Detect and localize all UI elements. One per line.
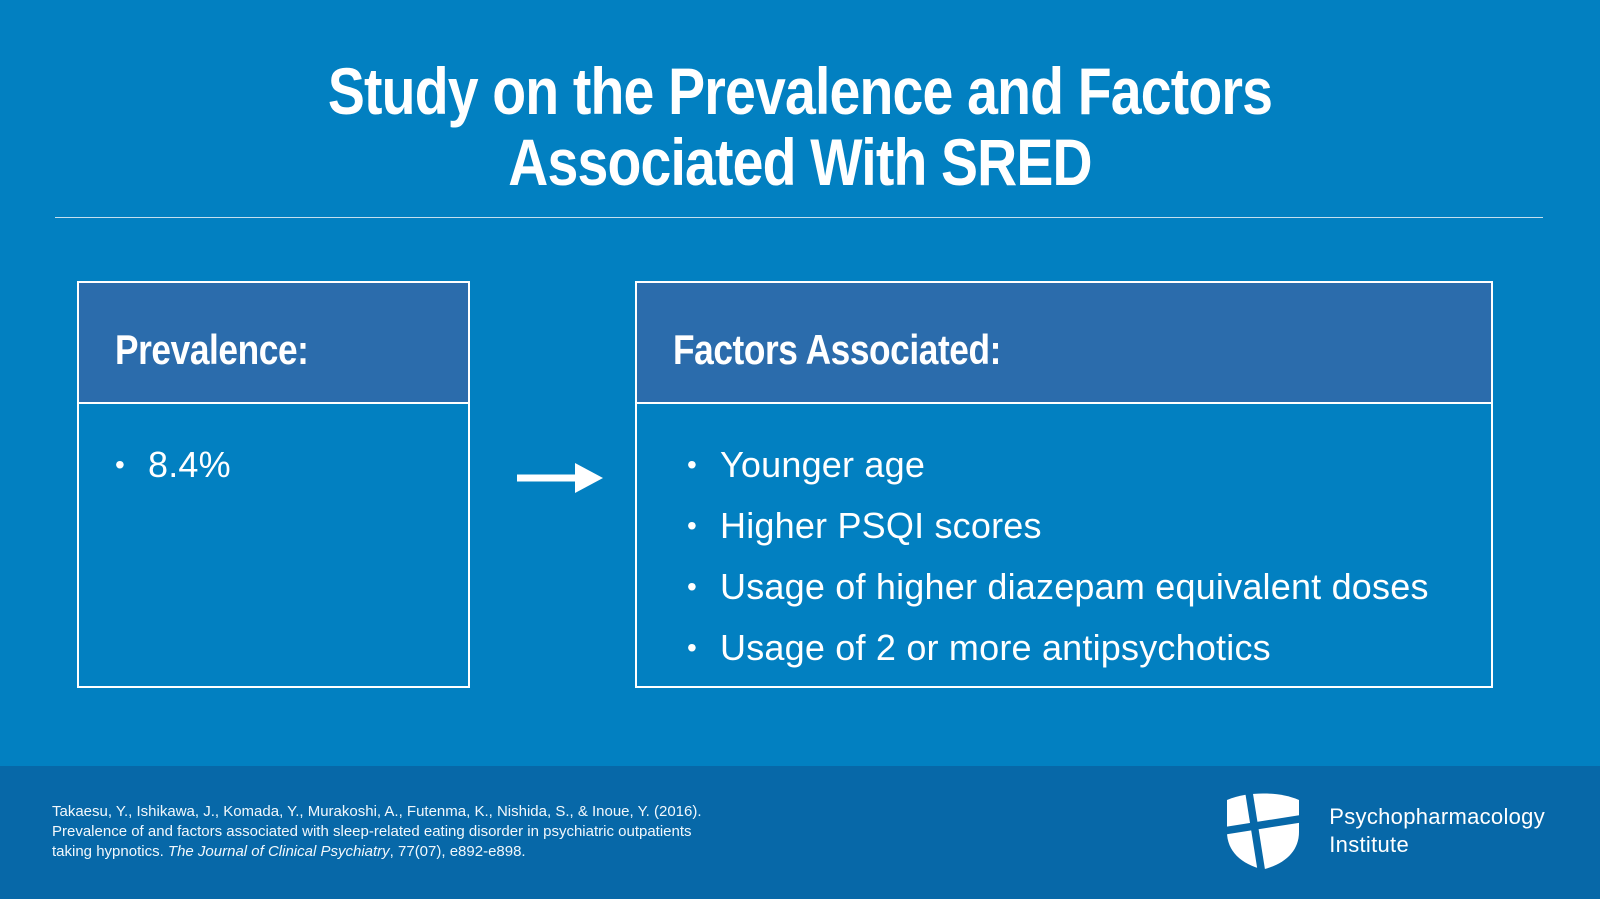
shield-logo-icon xyxy=(1223,792,1304,870)
bullet-icon: • xyxy=(687,449,698,480)
page-title-line-1: Study on the Prevalence and Factors xyxy=(327,54,1273,128)
citation-line-2: Prevalence of and factors associated wit… xyxy=(52,823,692,840)
factors-box: Factors Associated: • Younger age • High… xyxy=(635,281,1493,688)
factors-box-header: Factors Associated: xyxy=(637,283,1491,404)
factors-box-header-label: Factors Associated: xyxy=(673,325,1001,373)
list-item: • Younger age xyxy=(687,434,1491,495)
factor-item-text: Usage of higher diazepam equivalent dose… xyxy=(720,566,1429,607)
prevalence-box: Prevalence: • 8.4% xyxy=(77,281,470,688)
logo-text: Psychopharmacology Institute xyxy=(1329,803,1545,859)
factor-item-text: Higher PSQI scores xyxy=(720,505,1042,546)
page-title: Study on the Prevalence and Factors Asso… xyxy=(0,56,1600,198)
prevalence-value: 8.4% xyxy=(148,444,231,485)
list-item: • 8.4% xyxy=(115,434,468,495)
list-item: • Usage of 2 or more antipsychotics xyxy=(687,617,1491,678)
bullet-icon: • xyxy=(687,571,698,602)
factor-item-text: Usage of 2 or more antipsychotics xyxy=(720,627,1271,668)
title-divider xyxy=(55,217,1543,218)
citation-line-1: Takaesu, Y., Ishikawa, J., Komada, Y., M… xyxy=(52,803,702,820)
citation-journal-name: The Journal of Clinical Psychiatry xyxy=(167,843,390,860)
bullet-icon: • xyxy=(115,449,126,480)
citation: Takaesu, Y., Ishikawa, J., Komada, Y., M… xyxy=(52,802,702,862)
citation-line-3: taking hypnotics. The Journal of Clinica… xyxy=(52,842,702,862)
bullet-icon: • xyxy=(687,510,698,541)
psychopharmacology-institute-logo: Psychopharmacology Institute xyxy=(1223,792,1545,870)
page-title-line-2: Associated With SRED xyxy=(508,125,1092,199)
list-item: • Higher PSQI scores xyxy=(687,495,1491,556)
prevalence-box-header: Prevalence: xyxy=(79,283,468,404)
prevalence-box-header-label: Prevalence: xyxy=(115,325,309,373)
list-item: • Usage of higher diazepam equivalent do… xyxy=(687,556,1491,617)
bullet-icon: • xyxy=(687,632,698,663)
factors-box-body: • Younger age • Higher PSQI scores • Usa… xyxy=(637,404,1491,678)
prevalence-box-body: • 8.4% xyxy=(79,404,468,495)
factor-item-text: Younger age xyxy=(720,444,926,485)
citation-line-3-suffix: , 77(07), e892-e898. xyxy=(389,843,526,860)
citation-line-3-prefix: taking hypnotics. xyxy=(52,843,168,860)
logo-text-line-2: Institute xyxy=(1329,832,1410,857)
footer-bar: Takaesu, Y., Ishikawa, J., Komada, Y., M… xyxy=(0,766,1600,899)
right-arrow-icon xyxy=(517,463,603,493)
logo-text-line-1: Psychopharmacology xyxy=(1329,804,1545,829)
